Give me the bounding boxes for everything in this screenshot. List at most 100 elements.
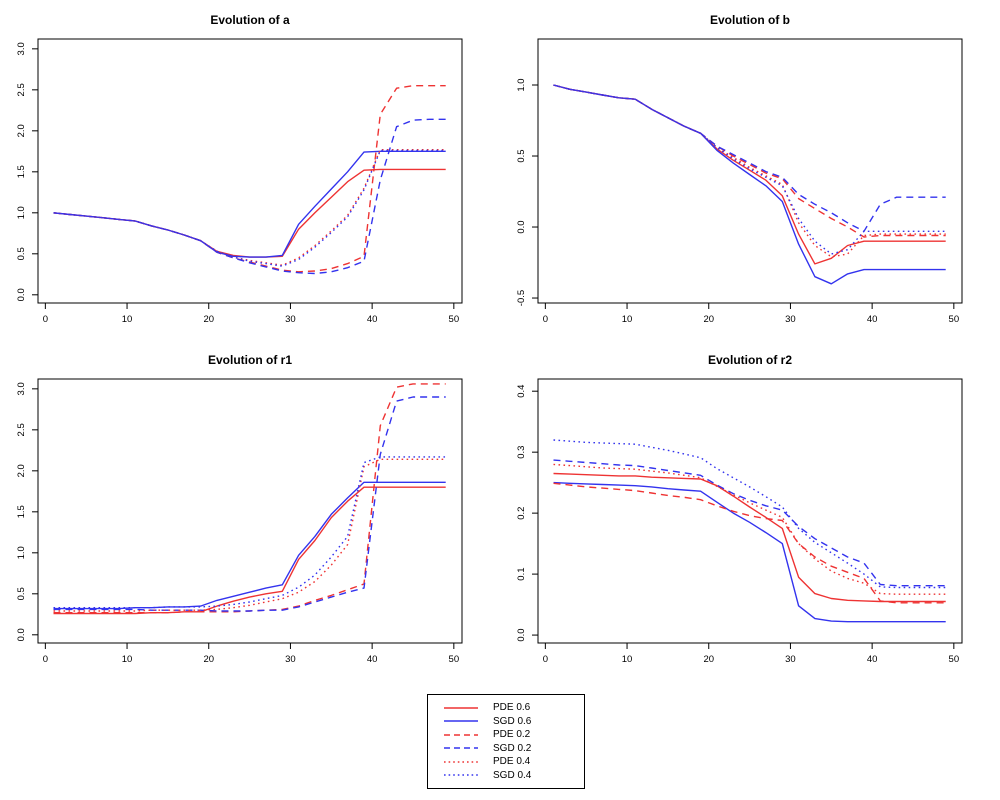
y-tick-label: 0.4 bbox=[516, 385, 527, 398]
y-tick-label: 1.5 bbox=[16, 505, 27, 518]
series-sgd-0.2 bbox=[553, 459, 946, 587]
y-tick-label: 0.2 bbox=[516, 507, 527, 520]
x-tick-label: 20 bbox=[703, 314, 714, 325]
legend-line-sample-pde-0.4 bbox=[444, 761, 478, 763]
chart-evolution-of-a: Evolution of a 0 10 20 30 40 50 0.0 0.5 1.0 1.5 2.0… bbox=[16, 13, 463, 325]
series-sgd-0.4 bbox=[53, 456, 446, 609]
y-tick-label: 1.0 bbox=[16, 206, 27, 219]
x-tick-label: 0 bbox=[543, 314, 548, 325]
plot-box bbox=[537, 38, 963, 304]
x-tick-label: 50 bbox=[949, 654, 960, 665]
legend-line-sample-sgd-0.2 bbox=[444, 747, 478, 749]
x-tick-label: 0 bbox=[43, 654, 48, 665]
series-sgd-0.6 bbox=[53, 481, 446, 610]
x-tick-label: 30 bbox=[785, 314, 796, 325]
y-tick-label: 0.0 bbox=[516, 628, 527, 641]
y-tick-label: 3.0 bbox=[16, 42, 27, 55]
chart-title: Evolution of a bbox=[210, 13, 290, 27]
legend-item: PDE 0.2 bbox=[428, 728, 584, 742]
plot-box bbox=[37, 378, 463, 644]
x-tick-label: 30 bbox=[285, 314, 296, 325]
series-pde-0.4 bbox=[53, 458, 446, 612]
series-sgd-0.2 bbox=[53, 396, 446, 612]
x-tick-label: 30 bbox=[785, 654, 796, 665]
legend-item: PDE 0.6 bbox=[428, 701, 584, 715]
y-tick-label: 1.0 bbox=[516, 78, 527, 91]
y-tick-label: 3.0 bbox=[16, 382, 27, 395]
y-tick-label: 0.0 bbox=[16, 288, 27, 301]
y-tick-label: 0.3 bbox=[516, 446, 527, 459]
x-tick-label: 40 bbox=[367, 314, 378, 325]
x-tick-label: 20 bbox=[203, 654, 214, 665]
legend-item: SGD 0.4 bbox=[428, 769, 584, 783]
legend-label: SGD 0.4 bbox=[493, 769, 532, 781]
plot-box bbox=[537, 378, 963, 644]
series-pde-0.6 bbox=[53, 486, 446, 615]
legend-line-sample-pde-0.6 bbox=[444, 707, 478, 709]
y-tick-label: 2.5 bbox=[16, 423, 27, 436]
legend-line-sample-sgd-0.6 bbox=[444, 720, 478, 722]
y-tick-label: 2.0 bbox=[16, 124, 27, 137]
y-tick-label: 0.0 bbox=[16, 628, 27, 641]
series-pde-0.2 bbox=[53, 84, 446, 273]
legend: PDE 0.6 SGD 0.6 PDE 0.2 SGD 0.2 PDE 0.4 bbox=[427, 694, 585, 789]
legend-item: PDE 0.4 bbox=[428, 755, 584, 769]
y-tick-label: 0.5 bbox=[516, 149, 527, 162]
chart-title: Evolution of r2 bbox=[708, 353, 792, 367]
x-tick-label: 10 bbox=[122, 654, 133, 665]
x-tick-label: 50 bbox=[449, 654, 460, 665]
legend-item: SGD 0.2 bbox=[428, 742, 584, 756]
x-tick-label: 20 bbox=[703, 654, 714, 665]
x-tick-label: 0 bbox=[543, 654, 548, 665]
x-tick-label: 20 bbox=[203, 314, 214, 325]
series-pde-0.2 bbox=[553, 84, 946, 238]
series-pde-0.6 bbox=[553, 472, 946, 603]
legend-label: PDE 0.6 bbox=[493, 702, 531, 714]
series-pde-0.4 bbox=[553, 84, 946, 258]
legend-line-sample-pde-0.2 bbox=[444, 734, 478, 736]
x-tick-label: 40 bbox=[867, 654, 878, 665]
y-tick-label: 0.5 bbox=[16, 587, 27, 600]
y-tick-label: 1.5 bbox=[16, 165, 27, 178]
legend-line-sample-sgd-0.4 bbox=[444, 774, 478, 776]
x-tick-label: 0 bbox=[43, 314, 48, 325]
series-sgd-0.2 bbox=[553, 84, 946, 233]
x-tick-label: 10 bbox=[622, 654, 633, 665]
y-tick-label: 2.0 bbox=[16, 464, 27, 477]
chart-evolution-of-r2: Evolution of r2 0 10 20 30 40 50 0.0 0.1 0.2 0.3 0.… bbox=[516, 353, 963, 665]
y-tick-label: 1.0 bbox=[16, 546, 27, 559]
series-sgd-0.6 bbox=[553, 481, 946, 623]
chart-evolution-of-r1: Evolution of r1 0 10 20 30 40 50 0.0 0.5 1.0 1.5 2.… bbox=[16, 353, 463, 665]
y-tick-label: -0.5 bbox=[516, 290, 527, 306]
y-tick-label: 0.5 bbox=[16, 247, 27, 260]
chart-title: Evolution of r1 bbox=[208, 353, 292, 367]
series-sgd-0.4 bbox=[553, 439, 946, 589]
x-tick-label: 50 bbox=[949, 314, 960, 325]
chart-evolution-of-b: Evolution of b 0 10 20 30 40 50 -0.5 0.0 0.5 1.0 bbox=[516, 13, 963, 325]
x-tick-label: 50 bbox=[449, 314, 460, 325]
series-sgd-0.4 bbox=[53, 149, 446, 267]
legend-label: SGD 0.6 bbox=[493, 715, 532, 727]
series-pde-0.4 bbox=[553, 463, 946, 595]
y-tick-label: 2.5 bbox=[16, 83, 27, 96]
series-sgd-0.6 bbox=[53, 150, 446, 258]
chart-title: Evolution of b bbox=[710, 13, 790, 27]
x-tick-label: 40 bbox=[367, 654, 378, 665]
series-pde-0.2 bbox=[53, 383, 446, 614]
y-tick-label: 0.0 bbox=[516, 220, 527, 233]
legend-label: PDE 0.2 bbox=[493, 729, 531, 741]
legend-label: PDE 0.4 bbox=[493, 756, 531, 768]
x-tick-label: 10 bbox=[622, 314, 633, 325]
x-tick-label: 40 bbox=[867, 314, 878, 325]
series-sgd-0.6 bbox=[553, 84, 946, 285]
series-pde-0.2 bbox=[553, 482, 946, 604]
series-sgd-0.2 bbox=[53, 118, 446, 275]
series-pde-0.4 bbox=[53, 148, 446, 266]
legend-item: SGD 0.6 bbox=[428, 715, 584, 729]
series-pde-0.6 bbox=[53, 168, 446, 258]
plot-box bbox=[37, 38, 463, 304]
legend-label: SGD 0.2 bbox=[493, 742, 532, 754]
x-tick-label: 30 bbox=[285, 654, 296, 665]
y-tick-label: 0.1 bbox=[516, 567, 527, 580]
